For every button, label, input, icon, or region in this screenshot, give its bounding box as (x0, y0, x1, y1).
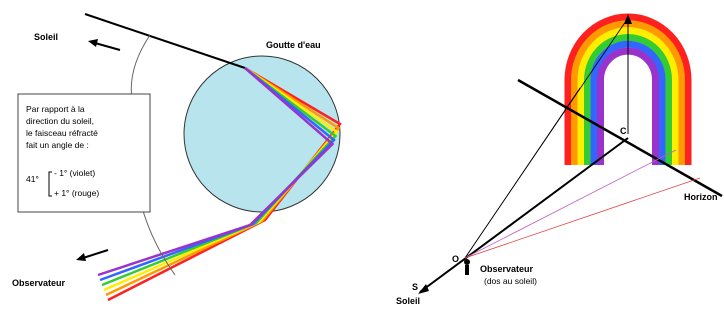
note-minus: - 1° (violet) (54, 168, 95, 178)
note-plus: + 1° (rouge) (54, 188, 99, 198)
sun-label: Soleil (34, 32, 58, 42)
note-line: direction du soleil, (26, 116, 94, 126)
sun-point: S (412, 282, 418, 292)
note-angle: 41° (26, 174, 39, 184)
horizon-label: Horizon (684, 192, 718, 202)
sight-line (465, 178, 700, 258)
arrow (83, 250, 108, 258)
diagram: Soleil Goutte d'eau Par rapport à la dir… (0, 0, 724, 312)
left-panel: Soleil Goutte d'eau Par rapport à la dir… (12, 14, 340, 300)
observer-label: Observateur (12, 278, 66, 288)
arrow-head (76, 253, 86, 261)
observer-label: Observateur (480, 264, 534, 274)
sight-line (465, 150, 676, 258)
observer-icon (465, 265, 469, 275)
sun-label: Soleil (396, 296, 420, 306)
observer-note: (dos au soleil) (484, 276, 537, 286)
note-line: fait un angle de : (26, 140, 89, 150)
note-line: Par rapport à la (26, 104, 85, 114)
drop-label: Goutte d'eau (266, 40, 321, 50)
center-label: C (620, 126, 627, 136)
arrow (95, 43, 120, 50)
observer-icon (464, 259, 470, 265)
right-panel: C Horizon O Observateur (dos au soleil) … (396, 14, 722, 306)
arrow-head (88, 39, 98, 47)
observer-point: O (452, 254, 459, 264)
note-line: le faisceau réfracté (26, 128, 98, 138)
sun-ray (85, 14, 245, 68)
